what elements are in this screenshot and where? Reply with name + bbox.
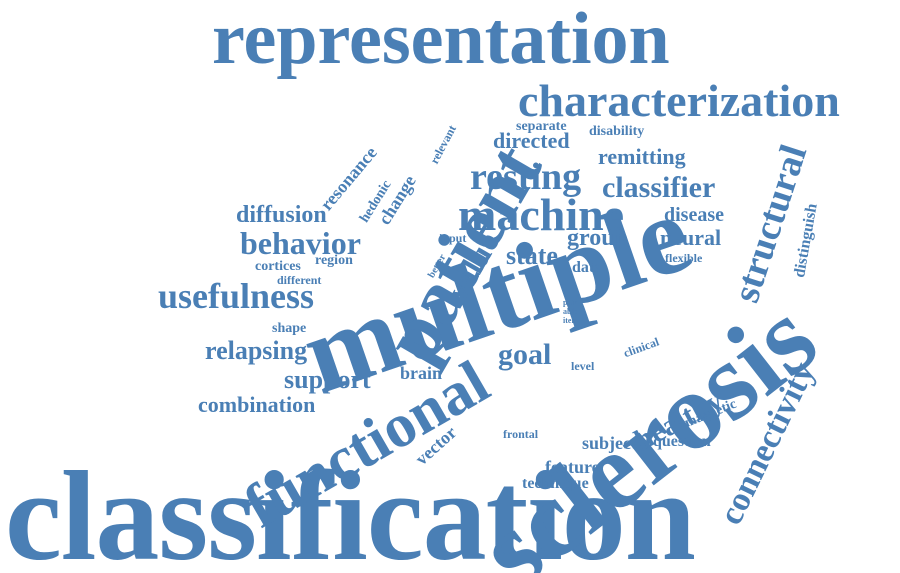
- word-distinguish: distinguish: [791, 202, 821, 279]
- word-machine: machine: [458, 189, 625, 240]
- word-group: group: [567, 225, 628, 251]
- word-goal: goal: [498, 338, 552, 371]
- word-clinical: clinical: [621, 334, 661, 361]
- word-data: data: [572, 259, 603, 276]
- word-relapsing: relapsing: [205, 336, 308, 365]
- word-combination: combination: [198, 392, 316, 417]
- word-question: question: [653, 433, 711, 450]
- word-region: region: [315, 253, 353, 268]
- word-subject: subject: [582, 433, 637, 453]
- word-usefulness: usefulness: [158, 276, 315, 316]
- word-flexible: flexible: [665, 251, 703, 265]
- word-input: input: [439, 231, 467, 245]
- word-brain: brain: [400, 363, 443, 383]
- word-relevant: relevant: [427, 122, 460, 167]
- word-characterization: characterization: [518, 75, 840, 126]
- word-neural: neural: [660, 225, 722, 250]
- word-level: level: [571, 359, 595, 373]
- word-classification: classification: [5, 445, 696, 573]
- word-diffusion: diffusion: [236, 202, 327, 228]
- word-item: item: [563, 316, 579, 325]
- word-support: support: [284, 365, 371, 394]
- word-shape: shape: [272, 321, 307, 336]
- word-resting: resting: [470, 156, 582, 198]
- word-cortices: cortices: [255, 259, 301, 274]
- word-state: state: [506, 241, 558, 270]
- word-remitting: remitting: [598, 144, 686, 169]
- word-different: different: [277, 273, 322, 287]
- word-pair: pair: [563, 298, 578, 307]
- word-representation: representation: [212, 0, 670, 80]
- word-feature: feature: [545, 457, 600, 477]
- word-separate: separate: [516, 119, 567, 134]
- word-disability: disability: [589, 124, 645, 139]
- word-able: able: [563, 307, 578, 316]
- word-technique: technique: [522, 475, 589, 492]
- word-frontal: frontal: [503, 427, 539, 441]
- word-disease: disease: [664, 204, 724, 226]
- word-classifier: classifier: [602, 171, 716, 204]
- word-directed: directed: [493, 128, 570, 153]
- word-behavior: behavior: [240, 225, 361, 261]
